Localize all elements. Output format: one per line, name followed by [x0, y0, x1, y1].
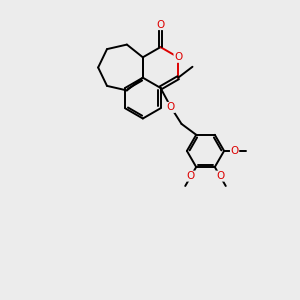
- Text: O: O: [167, 102, 175, 112]
- Text: O: O: [156, 20, 165, 30]
- Text: O: O: [187, 171, 195, 181]
- Text: O: O: [174, 52, 182, 62]
- Text: O: O: [216, 171, 224, 181]
- Text: O: O: [230, 146, 239, 156]
